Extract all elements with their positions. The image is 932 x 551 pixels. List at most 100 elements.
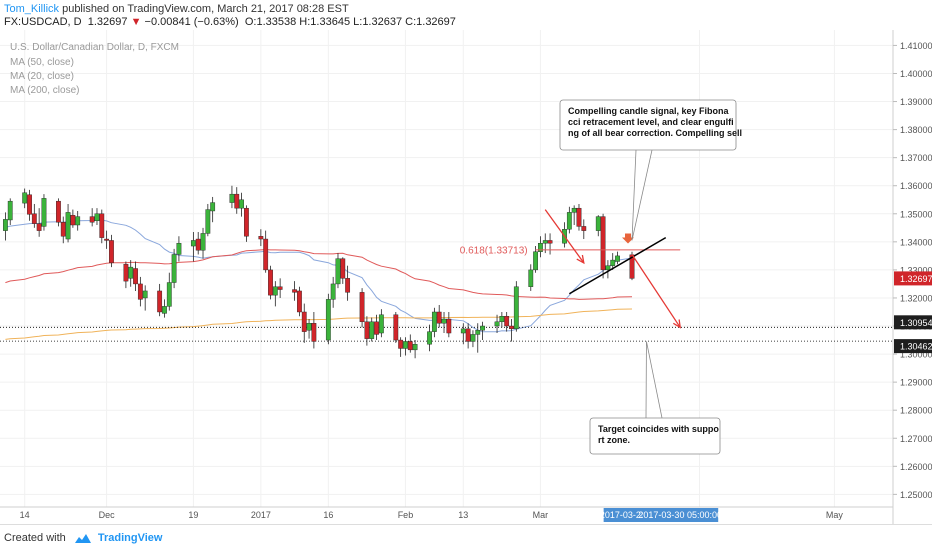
arrow-line[interactable] [544,209,585,264]
candle [263,230,269,273]
candle [330,276,336,308]
candle-body [239,199,244,209]
candle [615,251,620,265]
candle [378,309,384,338]
candle-body [393,314,399,341]
y-tick-label: 1.37000 [900,153,932,163]
trend-line[interactable] [568,236,667,295]
arrow-line[interactable] [631,254,681,328]
candle-body [27,194,32,215]
candle-body [171,254,177,283]
sell-signal-icon [622,233,634,244]
arrow-head [576,254,585,265]
ohlc-bar: FX:USDCAD, D 1.32697 ▼ −0.00841 (−0.63%)… [4,16,456,28]
moving-averages [5,219,633,340]
candle [431,307,437,338]
candle [166,272,172,311]
candle-body [325,299,331,341]
candle-body [162,306,167,314]
candle [335,253,341,289]
fib-level-label: 0.618(1.33713) [460,245,528,256]
y-tick-label: 1.38000 [900,125,932,135]
y-tick-label: 1.27000 [900,434,932,444]
candle-body [431,311,437,332]
candle-body [581,226,587,231]
candle-body [576,207,582,227]
y-tick-label: 1.39000 [900,97,932,107]
candle-body [605,265,611,271]
support-levels [0,326,893,342]
callout[interactable]: Target coincides with suppo rt zone. [589,341,721,455]
author-link[interactable]: Tom_Killick [4,3,60,15]
candle [480,321,485,341]
candle-body [369,321,375,339]
candle [27,189,32,221]
candle-body [133,268,138,285]
price-badge [894,271,932,286]
chart-title: U.S. Dollar/Canadian Dollar, D, FXCM [10,42,179,53]
change-arrow: ▼ [130,16,142,28]
candle-body [229,193,235,203]
candle-body [89,216,95,223]
candle [571,205,577,226]
candle [56,198,61,227]
candle [89,208,95,227]
candle [109,234,114,268]
candle-body [538,243,543,252]
callout-text: Compelling candle signal, key Fibona cci … [568,106,742,138]
candle [99,209,105,244]
legend-ma200: MA (200, close) [10,85,79,96]
candle-body [109,240,114,264]
candle-body [446,318,452,334]
candle [374,314,379,341]
candle-body [475,330,481,335]
candle [292,281,297,301]
candle-body [137,283,143,300]
chart-header: Tom_Killick published on TradingView.com… [0,0,932,30]
candlesticks [2,185,635,359]
candle-body [311,323,317,342]
close-value: 1.32697 [416,16,456,28]
candle-body [441,318,447,324]
candle-body [94,213,100,221]
candle-body [528,269,534,287]
candle [133,261,138,291]
candle [340,257,346,284]
candle [436,304,442,328]
price-chart[interactable]: 0.618(1.33713) Compelling candle signal,… [0,30,932,524]
candle [75,210,81,231]
legend-ma20: MA (20, close) [10,71,74,82]
low-label: L: [353,16,363,28]
candle [533,246,539,273]
candle-body [610,259,616,266]
candle-body [345,278,351,293]
candle-body [123,264,129,282]
candle-body [513,286,519,330]
date-badge [642,508,719,522]
y-tick-label: 1.30000 [900,350,932,360]
candle [364,316,370,346]
candle [446,311,452,338]
candle [258,229,264,247]
candle-body [542,240,548,244]
candle [547,233,553,255]
candle [239,192,244,217]
candle-body [258,236,264,240]
low-value: 1.32637 [362,16,403,28]
y-tick-label: 1.41000 [900,41,932,51]
brand-name[interactable]: TradingView [97,532,163,544]
price-axis: 1.25000 1.26000 1.27000 1.28000 1.29000 1.300… [893,41,932,500]
open-label: O: [244,16,257,28]
callout[interactable]: Compelling candle signal, key Fibona cci … [559,99,742,241]
candle-body [128,266,134,279]
candle-body [427,331,432,345]
candle-body [595,216,601,231]
candle [499,311,505,328]
candle-body [436,311,442,324]
price-badge [894,315,932,330]
candle-body [60,222,66,237]
y-tick-label: 1.28000 [900,406,932,416]
candle [359,288,365,328]
candle [301,303,307,343]
publish-info: Tom_Killick published on TradingView.com… [4,3,349,15]
